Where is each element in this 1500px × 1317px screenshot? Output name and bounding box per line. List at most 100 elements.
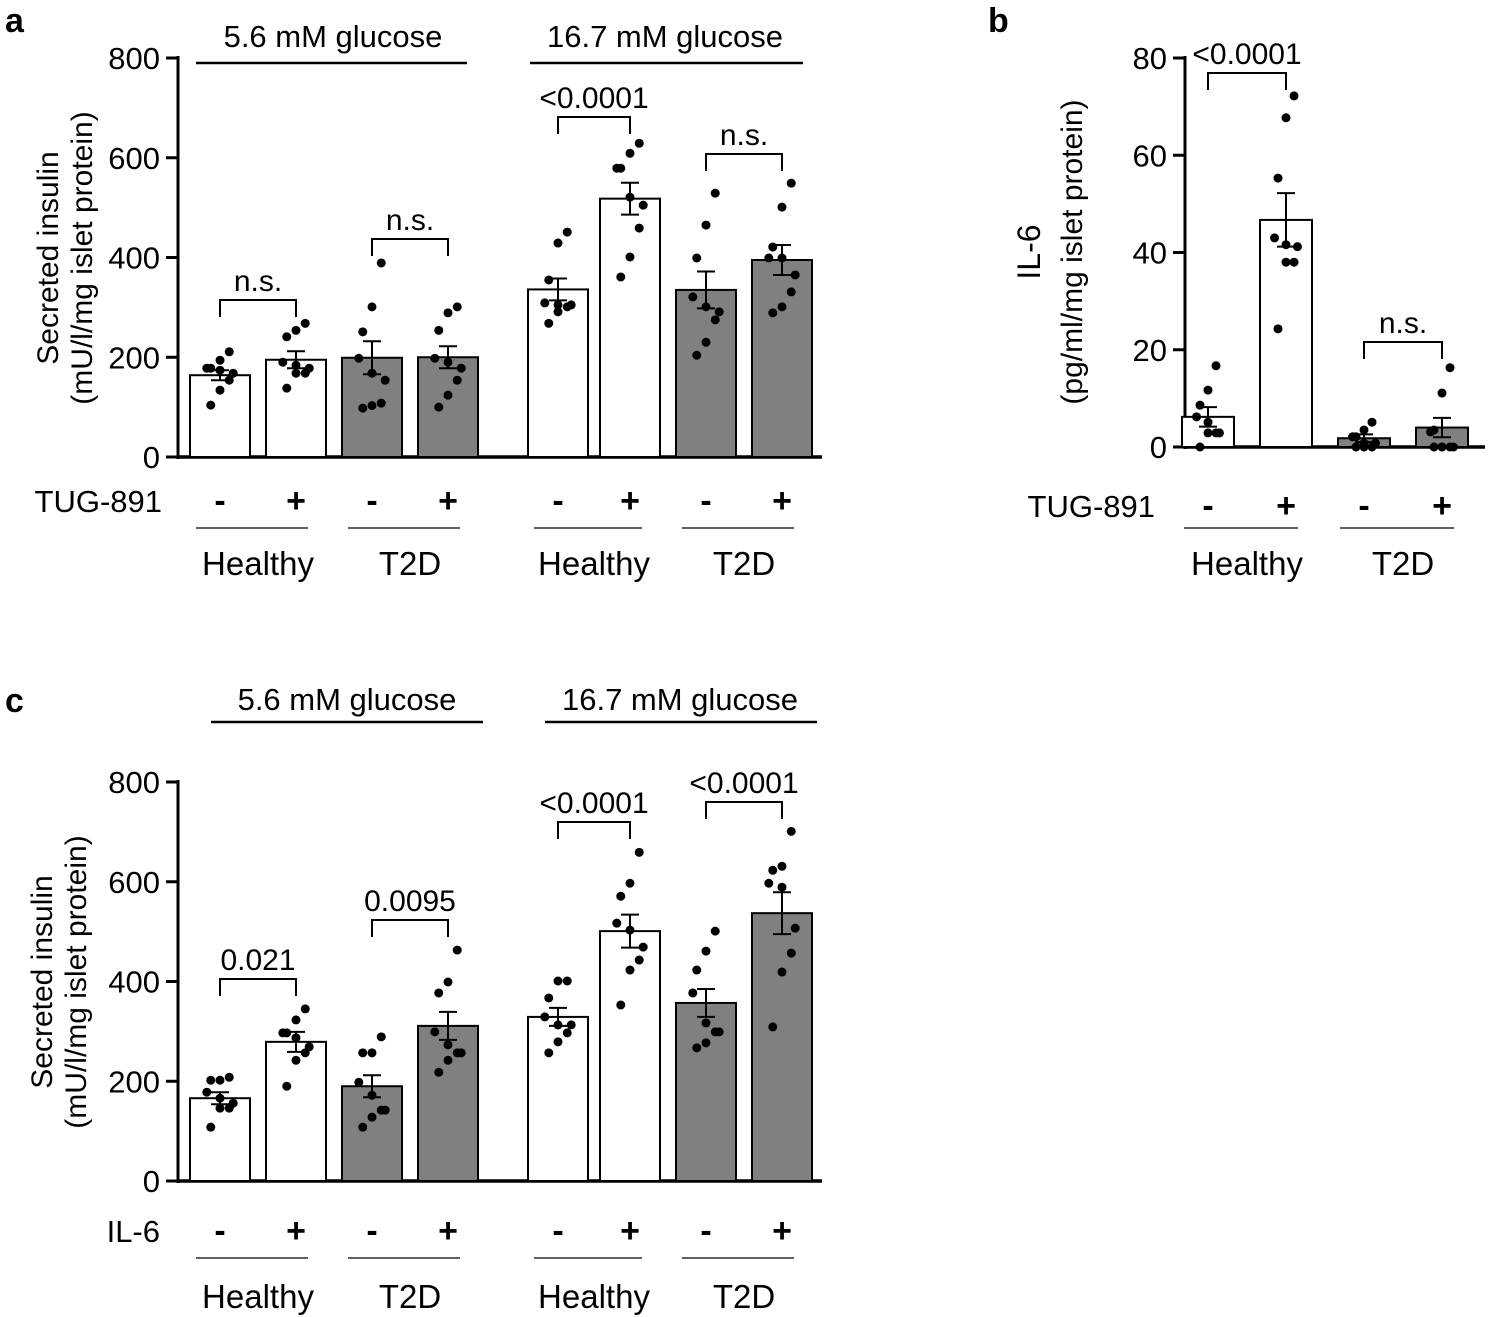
data-point <box>367 302 377 312</box>
data-point <box>634 138 644 148</box>
data-point <box>358 1048 368 1058</box>
data-point <box>562 302 572 312</box>
p-value-label: <0.0001 <box>1192 38 1301 71</box>
data-point <box>376 1032 386 1042</box>
data-point <box>206 400 216 410</box>
p-value-label: 0.021 <box>220 944 295 977</box>
data-point <box>376 398 386 408</box>
data-point <box>224 1103 234 1113</box>
panel-label: a <box>5 2 25 40</box>
y-tick-label: 200 <box>108 1064 160 1099</box>
data-point <box>300 1048 310 1058</box>
panel-c: c 0 200 400 600 800 Secreted insulin (mU/l/mg i… <box>5 682 822 1315</box>
data-point <box>634 847 644 857</box>
y-axis-label: Secreted insulin <box>32 151 65 364</box>
data-point <box>692 965 702 975</box>
data-point <box>777 202 787 212</box>
y-tick-label: 0 <box>143 440 160 475</box>
data-point <box>786 826 796 836</box>
data-point <box>367 1048 377 1058</box>
data-point <box>1195 442 1205 452</box>
data-point <box>443 308 453 318</box>
data-point <box>688 292 698 302</box>
significance-bracket <box>705 153 783 171</box>
treatment-sign: - <box>700 1212 711 1250</box>
data-point <box>566 1020 576 1030</box>
treatment-sign: - <box>366 482 377 520</box>
data-point <box>1281 257 1291 267</box>
data-point <box>638 942 648 952</box>
panel-label: b <box>988 2 1009 40</box>
p-value-label: <0.0001 <box>539 82 648 115</box>
data-point <box>790 923 800 933</box>
data-point <box>282 332 292 342</box>
y-tick-label: 40 <box>1133 236 1167 271</box>
glucose-group-label: 16.7 mM glucose <box>562 682 798 717</box>
data-point <box>1203 428 1213 438</box>
data-point <box>1367 442 1377 452</box>
data-point <box>443 977 453 987</box>
donor-group-label: T2D <box>713 1278 775 1315</box>
y-tick-label: 400 <box>108 965 160 1000</box>
data-point <box>1437 388 1447 398</box>
data-point <box>1195 400 1205 410</box>
y-tick-label: 600 <box>108 865 160 900</box>
data-point <box>358 1122 368 1132</box>
bar-healthy-treated <box>599 197 661 459</box>
data-point <box>1359 425 1369 435</box>
data-point <box>434 325 444 335</box>
data-point <box>206 1122 216 1132</box>
treatment-sign: - <box>1202 487 1213 525</box>
data-point <box>215 1103 225 1113</box>
data-point <box>224 375 234 385</box>
significance-bracket <box>557 821 631 839</box>
y-tick-label: 0 <box>1150 430 1167 465</box>
data-point <box>1445 363 1455 373</box>
significance-bracket <box>219 299 297 317</box>
data-point <box>443 1040 453 1050</box>
data-point <box>358 327 368 337</box>
p-value-label: n.s. <box>1379 307 1427 340</box>
significance-bracket <box>371 919 449 937</box>
treatment-sign: + <box>286 1212 306 1250</box>
data-point <box>1211 428 1221 438</box>
data-point <box>634 223 644 233</box>
data-point <box>278 1028 288 1038</box>
p-value-label: n.s. <box>234 265 282 298</box>
bar-t2d-treated <box>751 912 813 1182</box>
data-point <box>553 976 563 986</box>
treatment-sign: + <box>620 1212 640 1250</box>
data-point <box>443 1055 453 1065</box>
bar-healthy-control <box>527 288 589 459</box>
data-point <box>786 948 796 958</box>
donor-group-label: Healthy <box>202 1278 314 1315</box>
panel-label: c <box>5 682 24 720</box>
bar-t2d-control <box>341 1085 403 1183</box>
data-point <box>1281 113 1291 123</box>
data-point <box>612 163 622 173</box>
treatment-sign: - <box>214 482 225 520</box>
data-point <box>562 976 572 986</box>
data-point <box>443 390 453 400</box>
data-point <box>434 988 444 998</box>
treatment-sign: + <box>1432 487 1452 525</box>
p-value-label: 0.0095 <box>364 885 456 918</box>
data-point <box>634 955 644 965</box>
data-point <box>544 993 554 1003</box>
data-point <box>612 918 622 928</box>
data-point <box>206 1075 216 1085</box>
significance-bracket <box>219 978 297 996</box>
treatment-label: TUG-891 <box>35 484 162 519</box>
data-point <box>291 368 301 378</box>
data-point <box>625 148 635 158</box>
treatment-sign: - <box>1358 487 1369 525</box>
data-point <box>452 302 462 312</box>
data-point <box>544 318 554 328</box>
data-point <box>291 325 301 335</box>
data-point <box>1289 257 1299 267</box>
panel-b: b 0 20 40 60 80 IL-6 (pg/ml/mg islet protein) <0… <box>988 2 1485 582</box>
data-point <box>710 1027 720 1037</box>
donor-group-label: Healthy <box>538 545 650 582</box>
data-point <box>616 891 626 901</box>
y-tick-label: 20 <box>1133 333 1167 368</box>
